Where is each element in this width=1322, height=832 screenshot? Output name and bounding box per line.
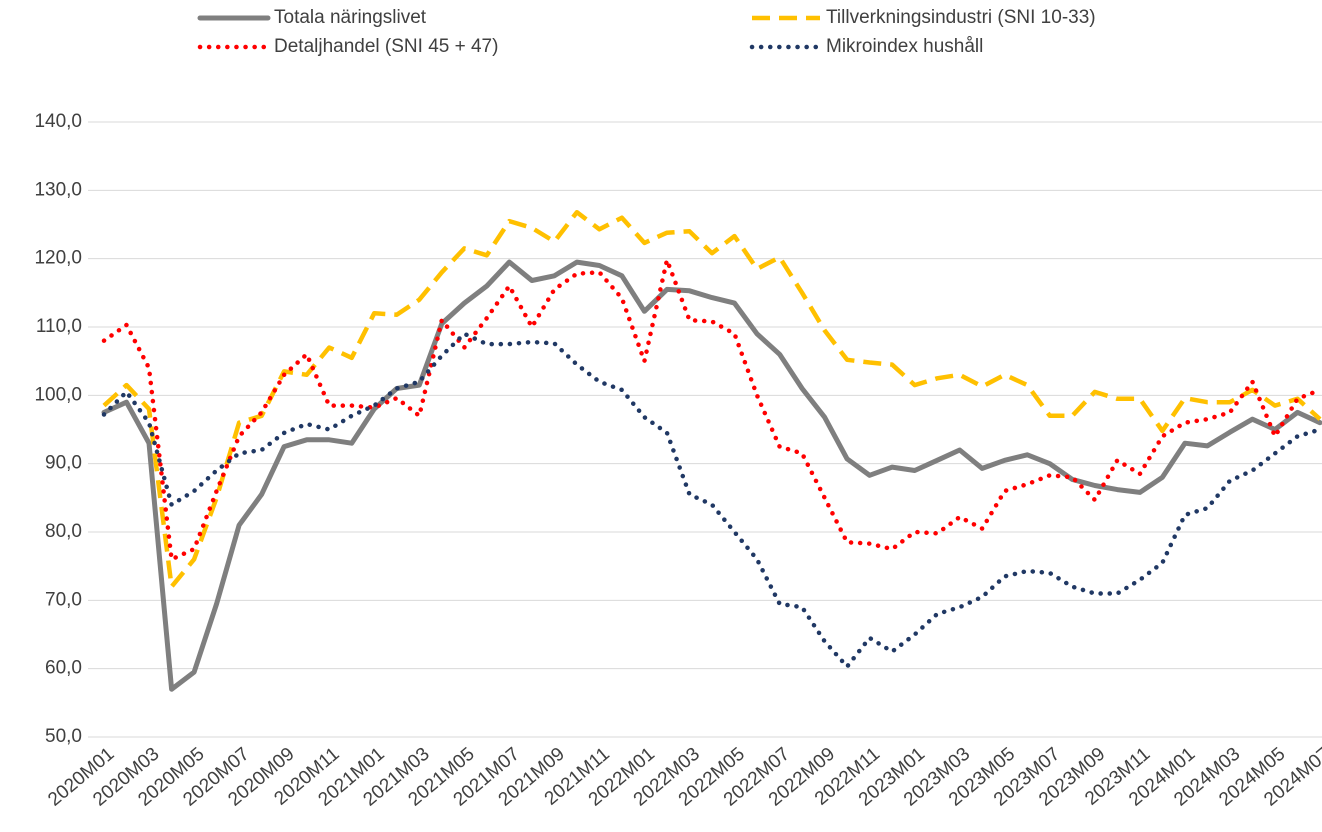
legend-label: Detaljhandel (SNI 45 + 47)	[274, 36, 498, 57]
y-tick-label: 140,0	[34, 111, 82, 132]
y-tick-label: 60,0	[45, 658, 82, 679]
y-tick-label: 100,0	[34, 384, 82, 405]
series-line	[101, 257, 1322, 562]
series-line	[101, 331, 1322, 669]
y-tick-label: 50,0	[45, 726, 82, 747]
series-line	[101, 259, 1322, 692]
y-tick-label: 90,0	[45, 453, 82, 474]
y-tick-label: 80,0	[45, 521, 82, 542]
y-tick-label: 110,0	[36, 316, 82, 337]
series-line	[102, 209, 1322, 589]
y-tick-label: 70,0	[45, 589, 82, 610]
y-tick-label: 130,0	[34, 179, 82, 200]
legend-label: Mikroindex hushåll	[826, 36, 983, 57]
y-tick-label: 120,0	[34, 248, 82, 269]
legend-label: Totala näringslivet	[274, 7, 427, 28]
legend-label: Tillverkningsindustri (SNI 10-33)	[826, 7, 1096, 28]
